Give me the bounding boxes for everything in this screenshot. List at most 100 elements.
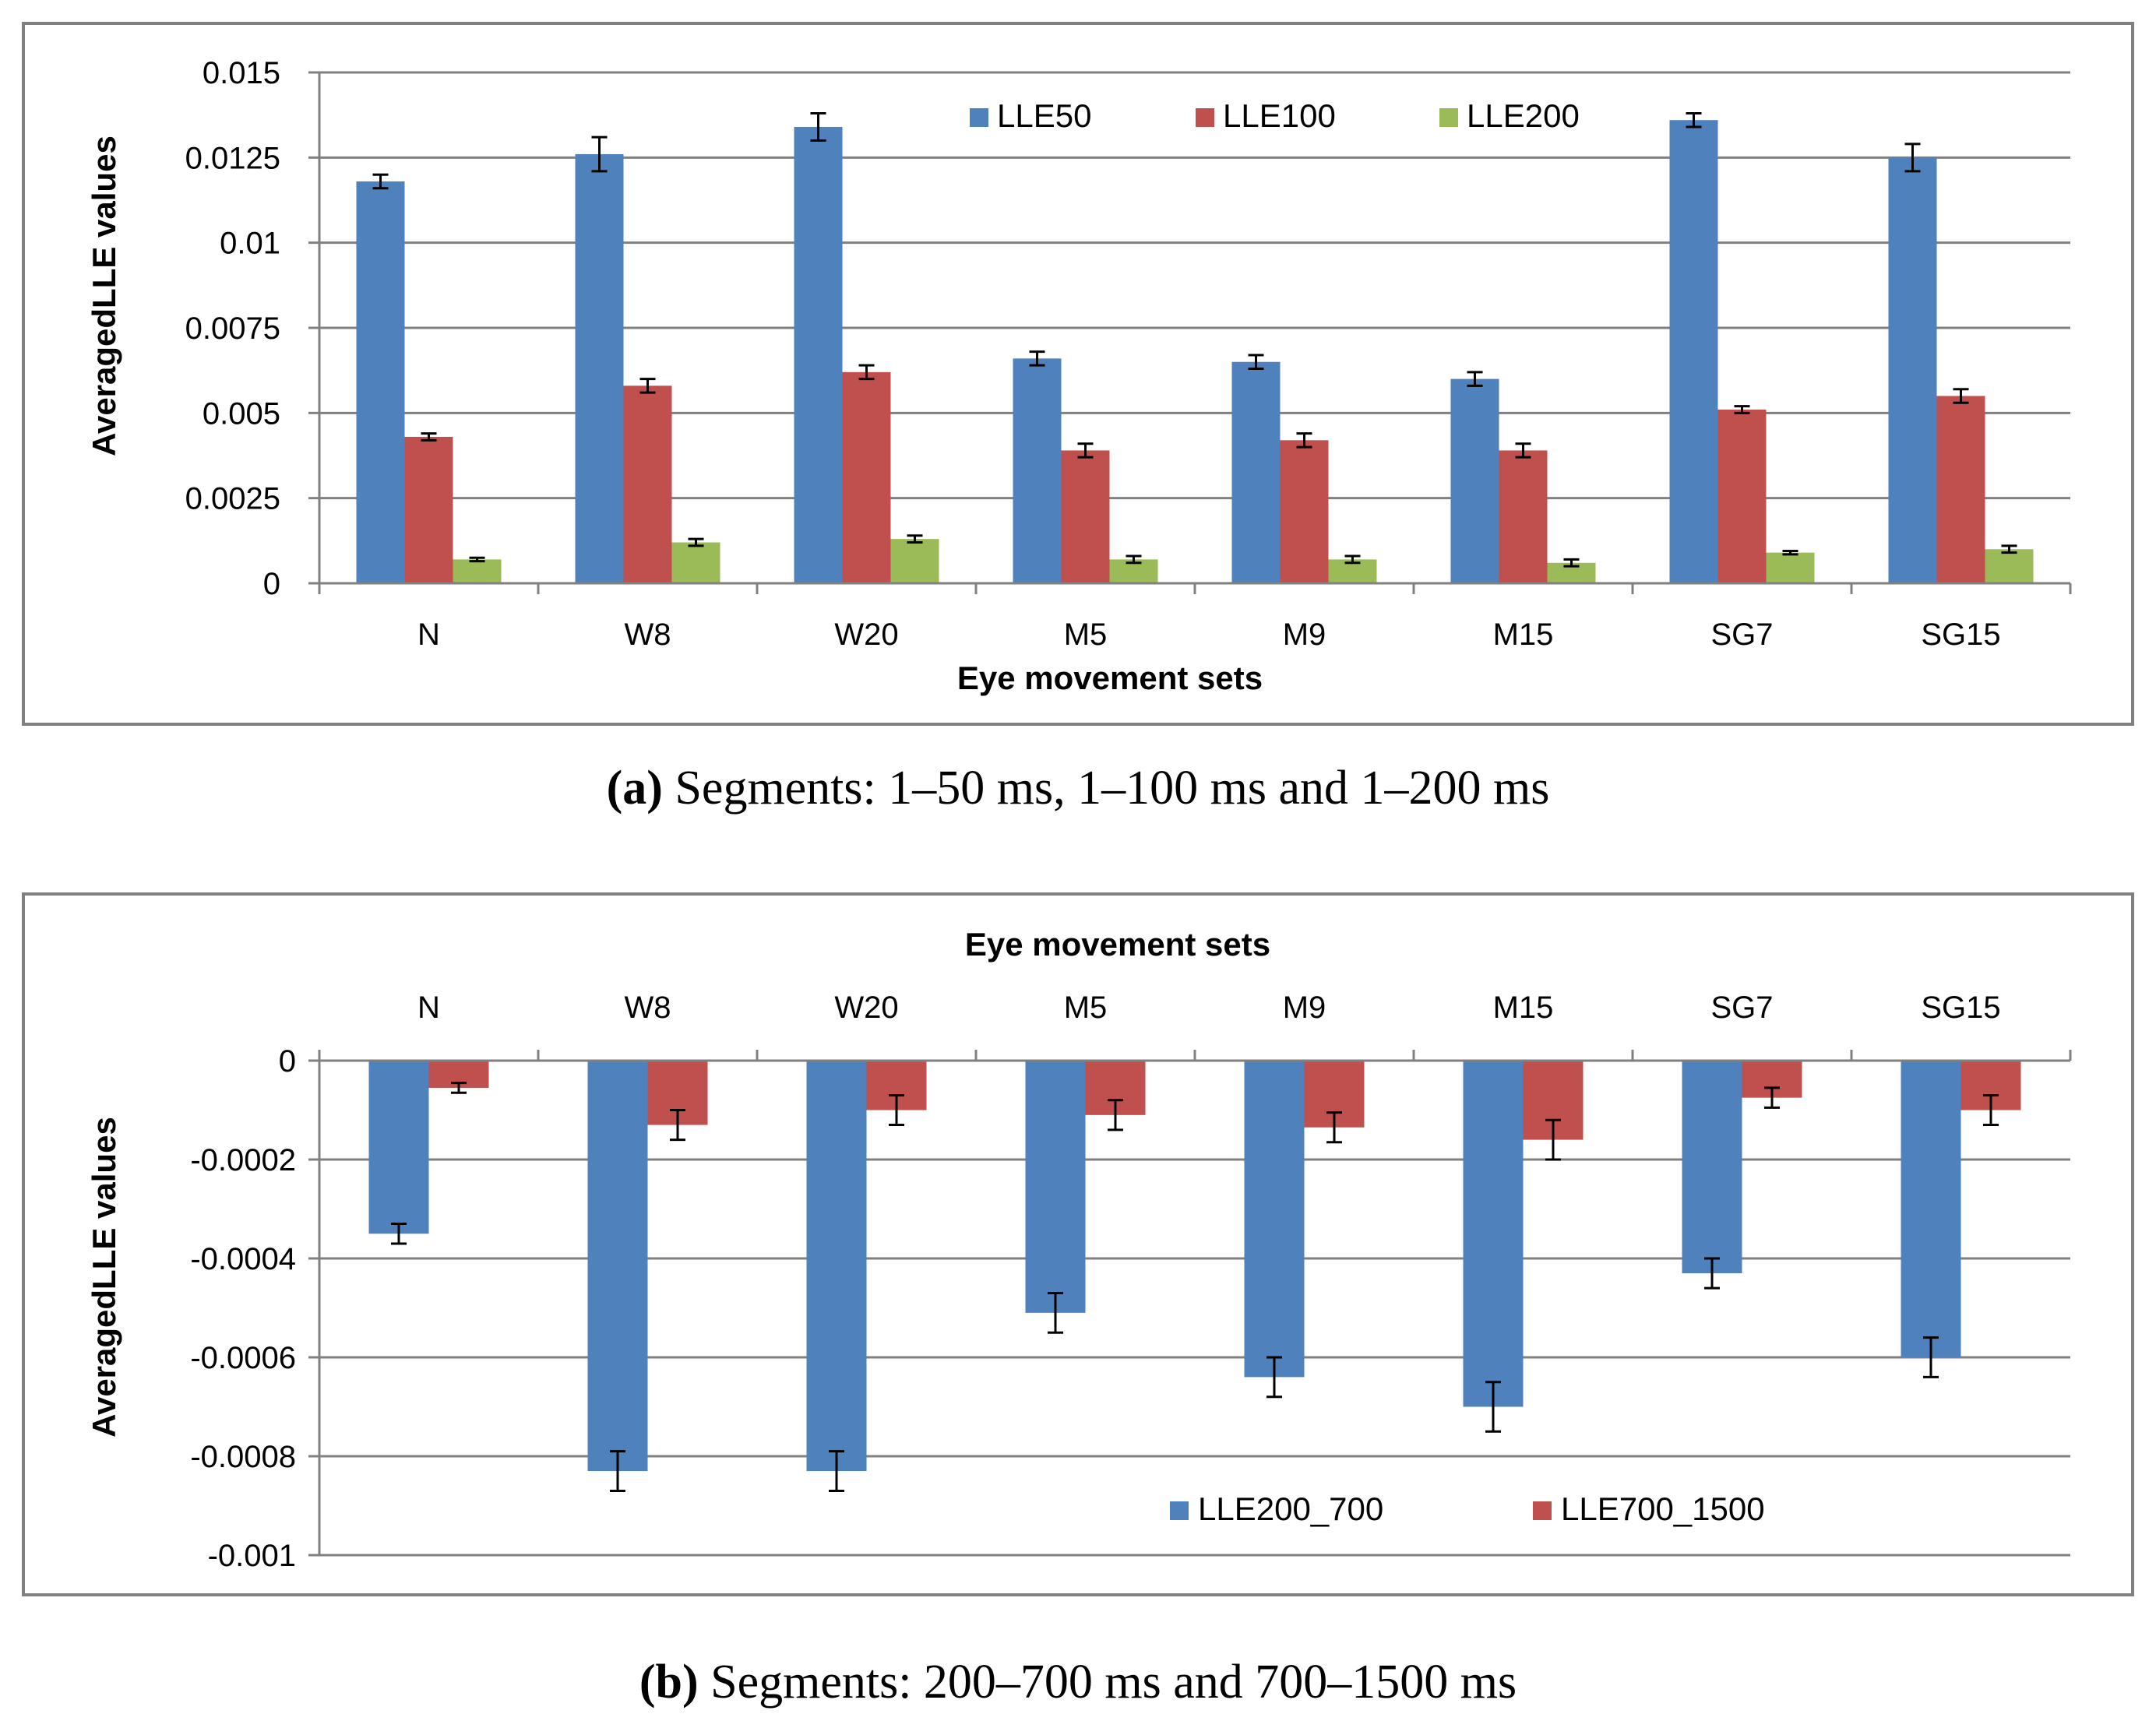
bar-a-lle50-sg7 [1669,120,1718,583]
error-bar-a-lle50-w20 [810,111,826,142]
error-bar-a-lle100-m15 [1515,442,1531,459]
error-bar-b-lle200-700-n [391,1223,407,1245]
y-tick-label-b-5: -0.001 [208,1539,296,1573]
legend-swatch-lle200-700 [1170,1501,1189,1520]
error-bar-a-lle100-w20 [858,364,875,381]
bar-a-lle100-m15 [1499,450,1548,583]
error-bar-a-lle100-sg7 [1734,405,1750,414]
bar-a-lle50-w8 [575,153,624,583]
legend-swatch-lle700-1500 [1533,1501,1552,1520]
bar-a-lle200-sg7 [1766,552,1815,583]
error-bar-a-lle100-sg15 [1953,388,1969,404]
panel-b-x-tick-labels: N W8 W20 M5 M9 M15 SG7 SG15 [417,991,2001,1025]
error-bar-b-lle200-700-m5 [1048,1291,1063,1334]
panel-b: 0 -0.0002 -0.0004 -0.0006 -0.0008 -0.001 N W8 W… [22,892,2134,1596]
x-tick-label-b-m5: M5 [1064,991,1108,1025]
error-bar-a-lle50-m15 [1467,371,1483,387]
y-tick-label-a-0: 0 [263,567,280,601]
y-tick-label-b-0: 0 [279,1044,296,1079]
bar-a-lle100-sg15 [1936,396,1985,583]
y-tick-label-a-4: 0.01 [220,227,280,261]
x-tick-label-a-m9: M9 [1283,618,1326,652]
panel-a-error-bars [372,111,2017,568]
bar-a-lle200-sg15 [1985,549,2034,583]
y-tick-label-a-3: 0.0075 [185,311,280,346]
error-bar-b-lle700-1500-m9 [1326,1111,1342,1144]
y-tick-label-b-3: -0.0006 [190,1341,296,1375]
error-bar-a-lle50-sg7 [1686,111,1702,128]
bar-a-lle50-m5 [1013,358,1062,583]
panel-a-legend: LLE50 LLE100 LLE200 [970,97,1580,134]
error-bar-a-lle200-w8 [688,537,704,547]
error-bar-a-lle200-sg7 [1782,549,1798,556]
bar-a-lle200-n [453,559,502,583]
x-tick-label-b-m15: M15 [1493,991,1554,1025]
y-tick-label-a-5: 0.0125 [185,141,280,175]
error-bar-a-lle200-sg15 [2001,544,2017,554]
y-tick-label-b-4: -0.0008 [190,1440,296,1474]
panel-a-y-axis-title: AveragedLLE values [86,135,122,456]
panel-b-axes [308,1050,2072,1557]
error-bar-b-lle200-700-m15 [1485,1381,1501,1433]
error-bar-a-lle50-m5 [1029,350,1045,367]
panel-b-x-axis-title: Eye movement sets [965,926,1270,963]
y-tick-label-b-2: -0.0004 [190,1242,296,1276]
error-bar-b-lle700-1500-w8 [670,1109,685,1142]
y-tick-label-a-1: 0.0025 [185,482,280,516]
x-tick-label-b-n: N [417,991,440,1025]
x-tick-label-a-w20: W20 [834,618,898,652]
panel-a-axes [308,71,2072,594]
panel-b-error-bars [391,1082,1999,1492]
caption-a-label: (a) [607,762,663,815]
error-bar-b-lle700-1500-n [451,1082,467,1094]
bar-a-lle100-m5 [1061,450,1110,583]
caption-b-label: (b) [639,1656,699,1709]
bar-b-lle200-700-m9 [1244,1061,1305,1378]
x-tick-label-a-sg7: SG7 [1710,618,1773,652]
error-bar-a-lle200-m9 [1344,554,1361,565]
caption-a-text: Segments: 1–50 ms, 1–100 ms and 1–200 ms [663,762,1549,815]
error-bar-b-lle700-1500-m5 [1108,1099,1123,1131]
bar-a-lle50-n [356,181,405,584]
bar-a-lle200-w20 [890,539,939,583]
error-bar-a-lle200-m5 [1126,554,1142,565]
caption-b-text: Segments: 200–700 ms and 700–1500 ms [699,1656,1517,1709]
bar-a-lle100-w8 [623,385,672,583]
error-bar-b-lle200-700-w20 [829,1450,844,1492]
x-tick-label-a-w8: W8 [625,618,671,652]
x-tick-label-a-sg15: SG15 [1921,618,2000,652]
error-bar-a-lle100-m5 [1077,442,1094,459]
legend-label-lle100: LLE100 [1223,97,1336,134]
legend-swatch-lle50 [970,108,988,127]
bar-a-lle50-m15 [1450,378,1499,583]
x-tick-label-b-w8: W8 [625,991,671,1025]
bar-b-lle200-700-sg7 [1682,1061,1742,1274]
error-bar-a-lle50-n [372,173,389,190]
error-bar-a-lle50-sg15 [1904,143,1921,173]
legend-swatch-lle100 [1196,108,1214,127]
bar-b-lle200-700-n [368,1061,429,1234]
bar-b-lle200-700-sg15 [1901,1061,1961,1357]
panel-a: 0 0.0025 0.005 0.0075 0.01 0.0125 0.015 N W8 W20… [22,22,2134,726]
caption-a: (a) Segments: 1–50 ms, 1–100 ms and 1–20… [607,762,1550,815]
error-bar-a-lle50-m9 [1248,354,1264,370]
panel-b-y-tick-labels: 0 -0.0002 -0.0004 -0.0006 -0.0008 -0.001 [190,1044,296,1573]
bar-b-lle200-700-w8 [587,1061,648,1472]
error-bar-b-lle700-1500-w20 [889,1093,904,1127]
error-bar-b-lle700-1500-sg15 [1983,1093,1999,1127]
x-tick-label-b-m9: M9 [1283,991,1326,1025]
panel-b-y-axis-title: AveragedLLE values [86,1117,122,1438]
error-bar-b-lle700-1500-sg7 [1764,1086,1780,1109]
caption-b: (b) Segments: 200–700 ms and 700–1500 ms [639,1656,1517,1709]
error-bar-b-lle700-1500-m15 [1545,1118,1561,1161]
x-tick-label-b-w20: W20 [834,991,898,1025]
bar-a-lle50-w20 [794,126,843,583]
x-tick-label-b-sg15: SG15 [1921,991,2000,1025]
y-tick-label-a-6: 0.015 [203,56,280,90]
bar-a-lle100-sg7 [1717,409,1767,583]
bar-a-lle100-n [404,436,453,583]
y-tick-label-a-2: 0.005 [203,396,280,431]
bar-a-lle50-sg15 [1888,157,1937,584]
bar-a-lle200-w8 [671,542,720,583]
